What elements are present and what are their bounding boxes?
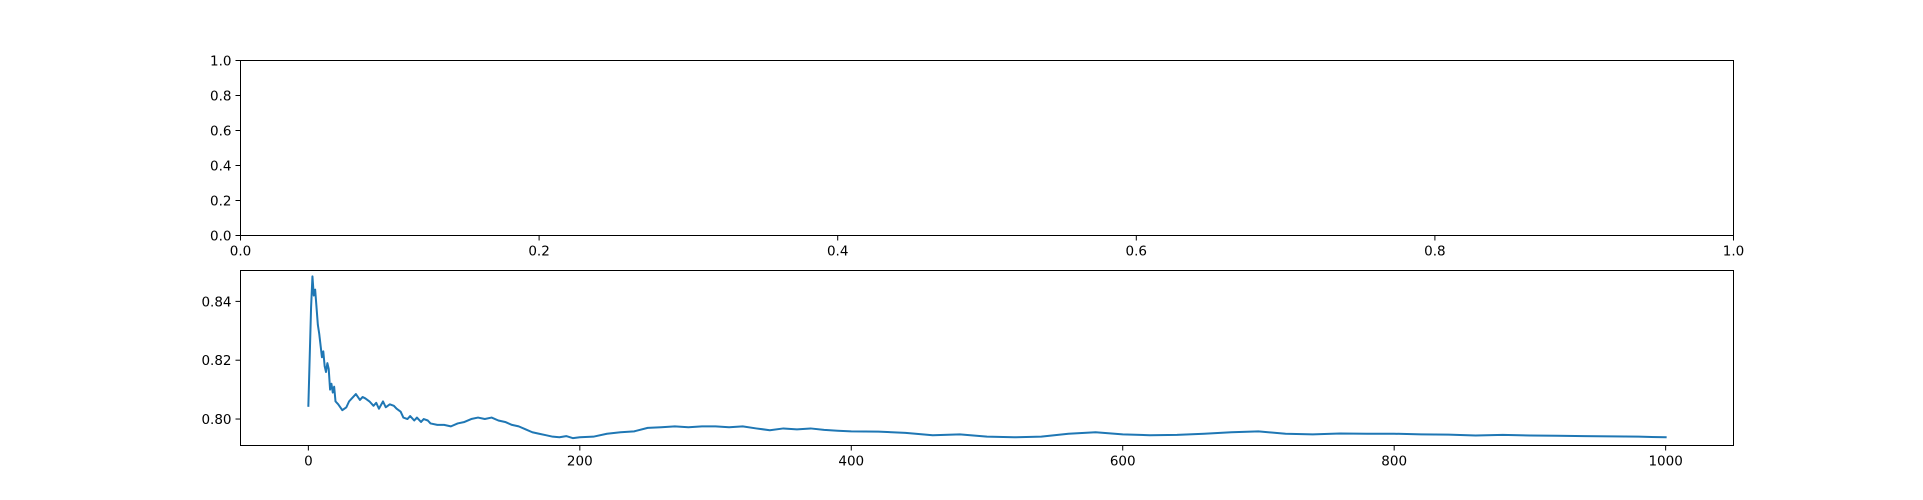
top-y-tick-label: 1.0	[210, 54, 231, 70]
top-axes-ticks: 0.0 0.2 0.4 0.6 0.8 1.0 0.0 0.2 0.4 0.6 0.8 1.0	[210, 54, 1744, 260]
bottom-y-tick-label: 0.84	[201, 294, 231, 310]
top-x-tick-label: 0.0	[230, 244, 251, 260]
bottom-axes-frame	[240, 270, 1734, 446]
top-y-tick-label: 0.0	[210, 229, 231, 245]
top-x-tick-label: 0.8	[1424, 244, 1445, 260]
bottom-axes-ticks: 0 200 400 600 800 1000 0.80 0.82 0.84	[201, 294, 1682, 469]
bottom-x-tick-label: 1000	[1648, 454, 1682, 470]
bottom-x-tick-label: 800	[1381, 454, 1407, 470]
bottom-x-tick-label: 200	[567, 454, 593, 470]
top-y-tick-label: 0.8	[210, 89, 231, 105]
top-x-tick-label: 0.6	[1126, 244, 1147, 260]
series-line	[307, 275, 1667, 440]
top-x-tick-label: 1.0	[1723, 244, 1744, 260]
bottom-y-tick-label: 0.80	[201, 412, 231, 428]
bottom-x-tick-label: 0	[304, 454, 313, 470]
top-y-tick-label: 0.6	[210, 124, 231, 140]
top-x-tick-label: 0.2	[528, 244, 549, 260]
bottom-x-tick-label: 600	[1110, 454, 1136, 470]
bottom-x-tick-label: 400	[838, 454, 864, 470]
top-y-tick-label: 0.4	[210, 159, 231, 175]
top-y-tick-label: 0.2	[210, 194, 231, 210]
bottom-y-tick-label: 0.82	[201, 353, 231, 369]
top-axes: 0.0 0.2 0.4 0.6 0.8 1.0 0.0 0.2 0.4 0.6 0.8 1.0	[210, 54, 1744, 260]
top-axes-frame	[240, 60, 1734, 236]
top-x-tick-label: 0.4	[827, 244, 848, 260]
bottom-axes: 0 200 400 600 800 1000 0.80 0.82 0.84	[201, 270, 1734, 470]
